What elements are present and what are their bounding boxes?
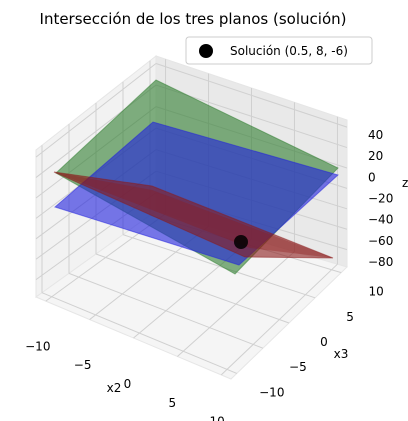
y-tick-label: 10	[369, 285, 384, 299]
solution-point	[234, 235, 248, 249]
plane-surface-3-lower	[54, 172, 333, 258]
z-tick-label: −40	[368, 213, 393, 227]
x-tick-label: 5	[169, 396, 177, 410]
legend: Solución (0.5, 8, -6)	[185, 36, 373, 65]
floor-grid-y	[95, 253, 290, 324]
tick-labels: −10 −5 0 5 10 −10 −5 0 5 10 40 20 0 −20 −40 −60 −80	[25, 128, 393, 421]
z-tick-label: 0	[368, 170, 376, 184]
floor-grid-y	[122, 234, 316, 299]
legend-box	[185, 36, 373, 65]
y-tick-label: 5	[346, 310, 354, 324]
x-tick-label: 0	[124, 377, 132, 391]
plane-surface-3	[53, 171, 334, 259]
x-tick-label: −10	[25, 339, 50, 353]
left-grid-z	[35, 63, 157, 158]
legend-label: Solución (0.5, 8, -6)	[230, 44, 348, 58]
plane-surface-2	[53, 121, 340, 266]
x-tick-label: −5	[74, 358, 92, 372]
floor-grid-x	[177, 251, 295, 357]
x-tick-label: 10	[210, 415, 225, 421]
z-tick-label: 40	[368, 128, 383, 142]
chart-title: Intersección de los tres planos (solució…	[40, 10, 347, 28]
back-grid-z	[155, 63, 348, 128]
y-axis-label: x3	[334, 347, 349, 361]
legend-marker	[199, 44, 213, 58]
z-tick-label: −60	[368, 234, 393, 248]
y-tick-label: 0	[320, 335, 328, 349]
y-tick-label: −5	[289, 360, 307, 374]
floor-grid-x	[220, 263, 338, 376]
x-axis-label: x2	[107, 381, 122, 395]
surfaces	[53, 79, 340, 275]
z-tick-label: −20	[368, 192, 393, 206]
z-axis-label: z	[402, 176, 408, 190]
z-tick-label: −80	[368, 255, 393, 269]
z-tick-label: 20	[368, 149, 383, 163]
y-tick-label: −10	[259, 385, 284, 399]
